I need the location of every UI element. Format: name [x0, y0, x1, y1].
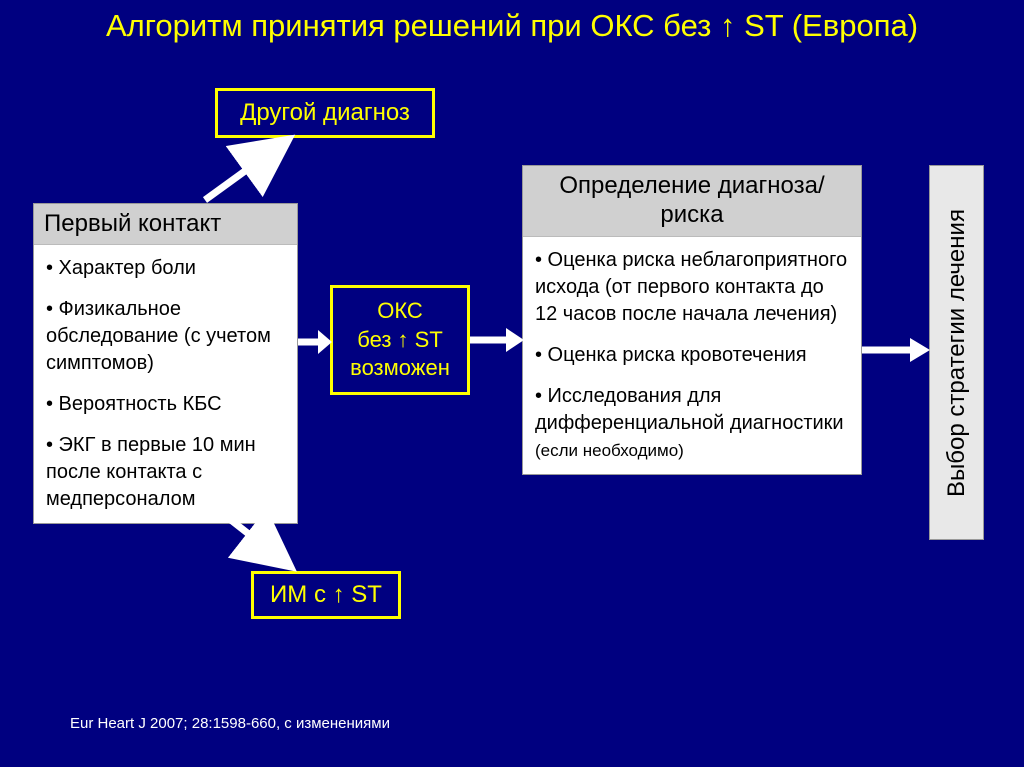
acs-line1: ОКС: [377, 297, 423, 326]
acs-line2: без ↑ ST: [357, 326, 443, 355]
page-title: Алгоритм принятия решений при ОКС без ↑ …: [0, 8, 1024, 44]
dx-item-0: • Оценка риска неблагоприятного исхода (…: [535, 247, 849, 328]
arrow-acs-to-dxrisk: [468, 320, 526, 360]
dx-item-2: • Исследования для дифференциальной диаг…: [535, 383, 849, 464]
fc-item-2: • Вероятность КБС: [46, 391, 285, 418]
box-acs-possible: ОКС без ↑ ST возможен: [330, 285, 470, 395]
fc-item-0: • Характер боли: [46, 255, 285, 282]
other-dx-label: Другой диагноз: [240, 97, 410, 128]
citation-text: Eur Heart J 2007; 28:1598-660, с изменен…: [70, 715, 390, 732]
dx-item-1: • Оценка риска кровотечения: [535, 342, 849, 369]
box-strategy: Выбор стратегии лечения: [929, 165, 984, 540]
arrow-fc-to-acs: [296, 322, 334, 362]
first-contact-body: • Характер боли • Физикальное обследован…: [34, 245, 297, 523]
box-first-contact: Первый контакт • Характер боли • Физикал…: [33, 203, 298, 524]
mi-st-label: ИМ с ↑ ST: [270, 579, 382, 610]
arrow-dxrisk-to-strategy: [860, 330, 932, 370]
fc-item-1: • Физикальное обследование (с учетом сим…: [46, 296, 285, 377]
strategy-label: Выбор стратегии лечения: [943, 209, 971, 497]
first-contact-header: Первый контакт: [34, 204, 297, 245]
arrow-fc-to-mist: [205, 498, 305, 578]
box-dx-risk: Определение диагноза/риска • Оценка риск…: [522, 165, 862, 475]
dx-risk-header: Определение диагноза/риска: [523, 166, 861, 237]
dx-risk-body: • Оценка риска неблагоприятного исхода (…: [523, 237, 861, 474]
arrow-fc-to-otherdx: [195, 130, 305, 210]
acs-line3: возможен: [350, 354, 450, 383]
box-mi-st: ИМ с ↑ ST: [251, 571, 401, 619]
